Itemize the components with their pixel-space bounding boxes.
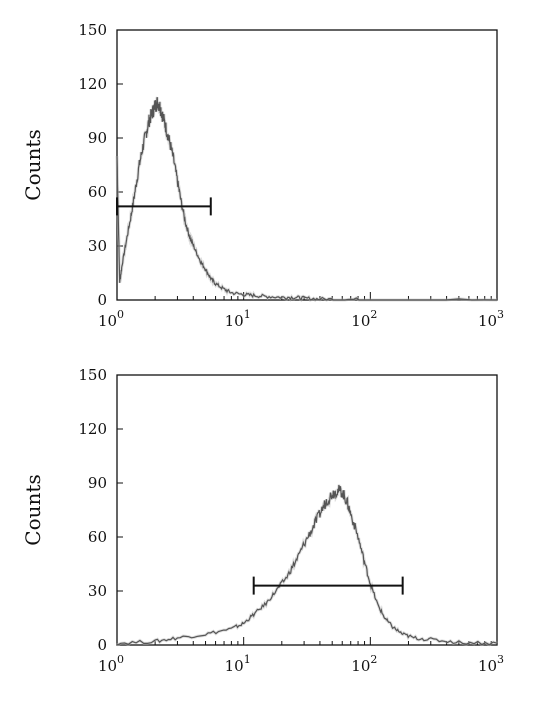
y-tick-label: 30 <box>88 237 107 255</box>
y-tick-label: 120 <box>78 420 107 438</box>
x-tick-label: 101 <box>225 653 251 675</box>
y-tick-label: 90 <box>88 129 107 147</box>
x-tick-label: 100 <box>98 308 124 330</box>
histogram-shadow <box>115 96 498 303</box>
histogram-series <box>115 96 498 303</box>
y-tick-label: 30 <box>88 582 107 600</box>
histogram-panel-top: Counts 150 120 90 60 30 0 100 101 102 103 <box>21 21 504 330</box>
y-tick-labels: 150 120 90 60 30 0 <box>78 366 123 654</box>
y-tick-label: 60 <box>88 528 107 546</box>
y-tick-label: 150 <box>78 21 107 39</box>
x-tick-label: 103 <box>478 308 504 330</box>
x-tick-labels: 100 101 102 103 <box>98 637 504 675</box>
histogram-line <box>116 97 498 301</box>
x-tick-label: 100 <box>98 653 124 675</box>
histogram-series <box>116 484 498 647</box>
y-tick-label: 60 <box>88 183 107 201</box>
y-axis-label: Counts <box>21 474 45 545</box>
x-tick-label: 102 <box>351 653 377 675</box>
x-tick-labels: 100 101 102 103 <box>98 292 504 330</box>
x-tick-label: 101 <box>225 308 251 330</box>
plot-frame <box>116 374 498 646</box>
y-tick-label: 90 <box>88 474 107 492</box>
y-tick-label: 120 <box>78 75 107 93</box>
y-tick-label: 0 <box>97 291 107 309</box>
y-axis-label: Counts <box>21 129 45 200</box>
histogram-panel-bottom: Counts 150 120 90 60 30 0 100 101 102 103 <box>21 366 504 675</box>
histogram-line <box>116 484 498 646</box>
y-tick-label: 150 <box>78 366 107 384</box>
y-tick-label: 0 <box>97 636 107 654</box>
histogram-shadow <box>116 484 498 647</box>
x-tick-label: 102 <box>351 308 377 330</box>
x-tick-label: 103 <box>478 653 504 675</box>
